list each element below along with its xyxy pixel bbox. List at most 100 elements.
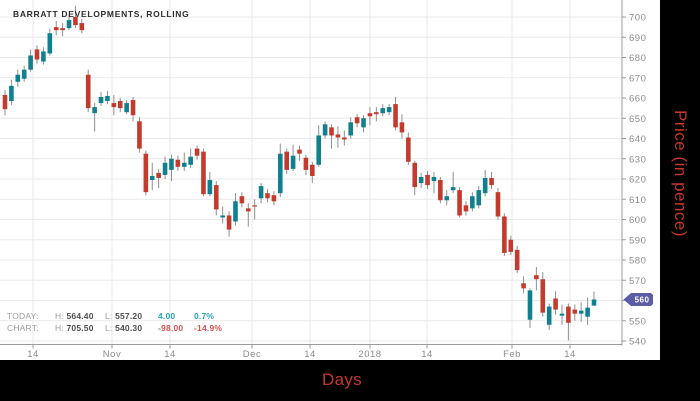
candle-body-up <box>418 176 424 184</box>
candle-body-down <box>489 177 494 186</box>
candle-body-down <box>572 309 578 314</box>
candle-body-up <box>578 310 584 314</box>
y-tick-label: 660 <box>629 94 646 105</box>
candle-body-up <box>41 51 46 62</box>
candle-body-up <box>290 155 296 169</box>
y-tick-label: 600 <box>629 215 646 226</box>
candle-body-down <box>335 134 341 138</box>
candle-body-up <box>98 96 104 104</box>
candle-body-up <box>470 196 475 209</box>
candle-body-down <box>213 185 219 210</box>
candle-body-up <box>444 196 450 201</box>
candle-body-up <box>15 74 21 82</box>
candle-body-down <box>53 27 59 31</box>
legend-today-change-pct: 0.7% <box>194 311 215 321</box>
candle-body-down <box>502 216 507 253</box>
legend-today-change: 4.00 <box>158 311 176 321</box>
candle-body-down <box>226 215 232 230</box>
candle-body-down <box>514 249 520 271</box>
y-tick-label: 700 <box>629 13 646 24</box>
candle-body-down <box>34 49 40 60</box>
candle-body-down <box>271 195 277 202</box>
x-tick-label: Dec <box>243 349 261 360</box>
y-tick-label: 550 <box>629 316 646 327</box>
candle-body-down <box>463 205 469 212</box>
candle-body-up <box>220 215 225 218</box>
candle-body-down <box>374 112 379 115</box>
candle-body-up <box>181 162 187 167</box>
last-price-badge <box>623 292 653 306</box>
candle-body-up <box>188 156 193 165</box>
candle-body-up <box>591 299 597 306</box>
legend-today-high: H: 564.40 <box>55 311 94 321</box>
candle-body-down <box>495 192 501 217</box>
candle-body-up <box>9 85 14 102</box>
legend-today-label: TODAY: <box>7 311 39 321</box>
candle-body-up <box>277 153 283 194</box>
candle-body-up <box>482 177 488 194</box>
chart-legend: TODAY: H: 564.40 L: 557.20 4.00 0.7% CHA… <box>7 311 236 334</box>
candle-body-down <box>406 137 411 162</box>
candle-body-down <box>508 239 514 252</box>
candle-body-down <box>2 94 8 110</box>
candle-body-up <box>431 176 437 182</box>
candle-body-down <box>137 121 142 149</box>
candle-body-down <box>342 137 347 140</box>
candle-body-up <box>380 108 386 114</box>
candle-body-down <box>540 279 546 313</box>
candle-body-down <box>73 17 78 26</box>
candle-body-up <box>124 103 129 113</box>
candle-body-up <box>149 175 155 181</box>
candle-body-up <box>47 33 53 54</box>
candle-body-up <box>21 69 27 79</box>
x-tick-label: 14 <box>421 349 433 360</box>
chart-title: BARRATT DEVELOPMENTS, ROLLING <box>13 9 190 19</box>
candle-body-up <box>233 201 238 222</box>
candle-body-up <box>92 107 97 114</box>
candle-body-up <box>322 124 328 136</box>
y-tick-label: 680 <box>629 53 646 64</box>
candle-body-up <box>559 313 565 316</box>
candle-body-down <box>265 193 270 199</box>
legend-chart-high: H: 705.50 <box>55 322 94 333</box>
y-tick-label: 630 <box>629 154 646 165</box>
candle-body-down <box>329 127 334 136</box>
x-tick-label: Nov <box>103 349 121 360</box>
candle-body-down <box>425 174 430 186</box>
candle-body-down <box>438 180 443 201</box>
candle-body-up <box>585 307 590 317</box>
candle-body-down <box>566 306 571 323</box>
candle-body-up <box>258 186 264 199</box>
legend-today-low: L: 557.20 <box>105 311 143 321</box>
candle-body-down <box>412 162 418 188</box>
y-tick-label: 670 <box>629 73 646 84</box>
candle-body-down <box>367 113 373 117</box>
x-tick-label: 14 <box>27 349 39 360</box>
candle-body-up <box>527 290 533 320</box>
y-tick-label: 640 <box>629 134 646 145</box>
x-tick-label: 14 <box>304 349 316 360</box>
candle-body-down <box>156 172 161 178</box>
days-axis-panel: Days <box>0 360 700 401</box>
candle-body-down <box>303 157 309 170</box>
x-axis-title: Days <box>322 369 362 389</box>
candle-body-down <box>143 153 149 193</box>
candle-body-up <box>66 20 72 29</box>
candle-body-down <box>194 148 200 156</box>
y-tick-label: 620 <box>629 175 646 186</box>
candle-body-down <box>175 159 181 167</box>
y-axis-title: Price (in pence) <box>671 110 690 238</box>
candle-body-down <box>85 74 91 109</box>
legend-chart-change: -98.00 <box>158 322 184 333</box>
legend-chart-label: CHART: <box>7 322 39 333</box>
candle-body-down <box>521 283 526 289</box>
legend-chart-change-pct: -14.9% <box>194 322 223 333</box>
x-tick-label: 2018 <box>358 349 381 360</box>
candle-body-up <box>28 55 33 70</box>
candle-body-down <box>393 104 398 128</box>
candle-body-up <box>348 122 354 136</box>
candle-body-down <box>111 103 117 108</box>
y-tick-label: 590 <box>629 235 646 246</box>
candle-body-down <box>297 149 302 154</box>
